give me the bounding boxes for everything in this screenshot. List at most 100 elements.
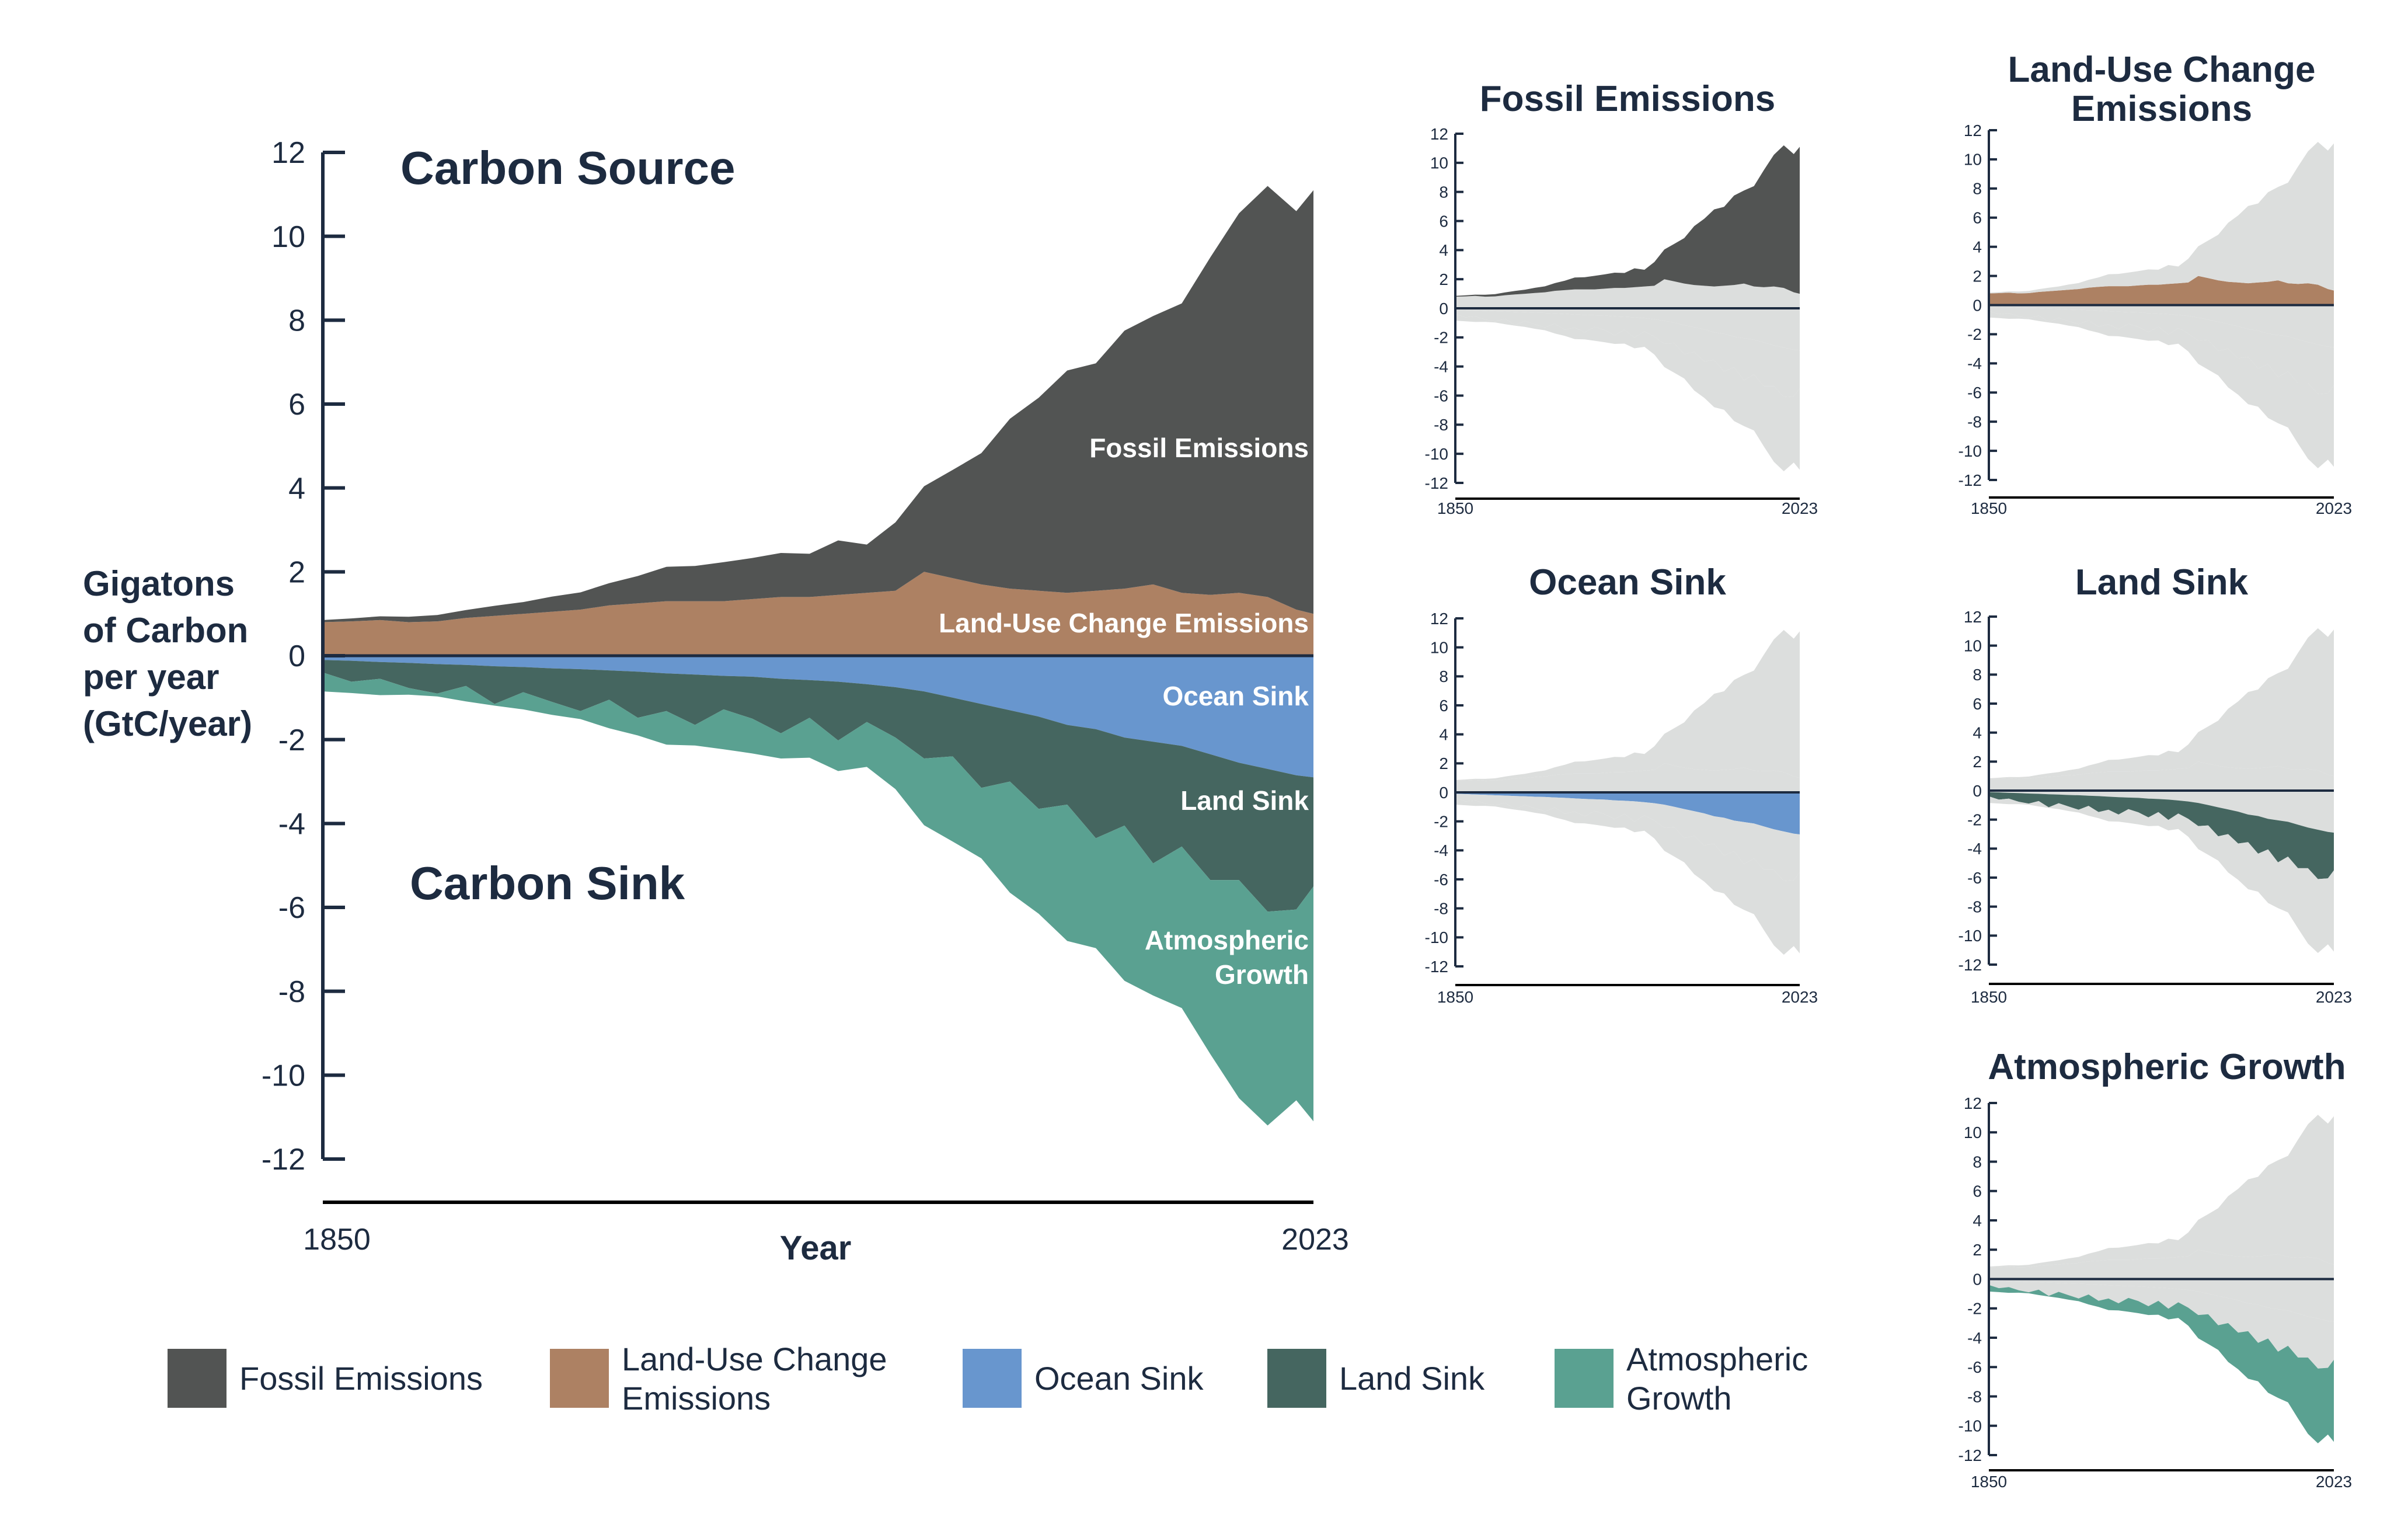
area-fossil	[1989, 1115, 2334, 1268]
y-tick-label: -2	[1967, 325, 1982, 343]
area-fossil	[1989, 142, 2334, 294]
y-axis-label-line-4: (GtC/year)	[83, 704, 252, 743]
small-chart-title: Land Sink	[2075, 562, 2249, 603]
area-atmos	[1455, 314, 1800, 472]
y-axis-label-line-3: per year	[83, 657, 219, 697]
y-tick-label: -12	[1959, 471, 1982, 489]
area-land	[1989, 307, 2334, 394]
legend-label: Land Sink	[1339, 1360, 1485, 1397]
y-tick-label: 2	[1973, 267, 1982, 285]
small-x-tick-label: 2023	[2316, 1473, 2352, 1491]
small-chart-title: Atmospheric Growth	[1988, 1047, 2346, 1087]
main-chart-areas: 12 10 8 6 4 2 0 -2 -4 -6 -8 -10 -12	[262, 136, 1313, 1204]
y-axis-label-line-1: Gigatons	[83, 564, 235, 603]
area-land	[1455, 309, 1800, 397]
y-tick-label: 10	[1964, 1123, 1982, 1142]
area-fossil	[1989, 628, 2334, 780]
y-tick-label: 8	[1973, 1153, 1982, 1171]
y-tick-label: -8	[278, 975, 305, 1009]
area-atmos	[1989, 796, 2334, 954]
y-tick-label: -12	[262, 1143, 305, 1177]
y-tick-label: 6	[1439, 212, 1448, 230]
small-chart-atmos: 12 10 8 6 4 2 0 -2 -4 -6 -8 -10 -12 Atmospheric Growt…	[1959, 1047, 2353, 1491]
area-luc	[1989, 276, 2334, 305]
area-fossil	[323, 186, 1313, 622]
area-luc	[1989, 761, 2334, 791]
area-ocean	[323, 656, 1313, 778]
legend-swatch	[963, 1349, 1022, 1408]
y-tick-label: -6	[1967, 1358, 1982, 1376]
y-tick-label: -8	[1967, 1387, 1982, 1405]
area-luc	[1455, 279, 1800, 308]
legend: Fossil Emissions Land-Use ChangeEmissions…	[168, 1341, 1808, 1417]
y-tick-label: -6	[278, 891, 305, 925]
y-tick-label: 12	[1430, 125, 1448, 143]
y-tick-label: 8	[1439, 183, 1448, 201]
y-tick-label: -12	[1959, 1446, 1982, 1464]
area-land	[1989, 1281, 2334, 1369]
area-atmos	[1989, 1285, 2334, 1443]
y-tick-label: 4	[1973, 238, 1982, 256]
y-tick-label: -10	[262, 1059, 305, 1093]
y-tick-label: -12	[1959, 956, 1982, 974]
small-x-tick-label: 1850	[1971, 988, 2007, 1006]
y-tick-label: -8	[1434, 416, 1448, 434]
y-tick-label: -10	[1959, 1417, 1982, 1435]
y-tick-label: 12	[1430, 610, 1448, 628]
small-x-tick-label: 1850	[1437, 988, 1473, 1006]
y-tick-label: -2	[278, 723, 305, 757]
y-tick-label: 6	[1973, 695, 1982, 713]
area-fossil	[1455, 629, 1800, 781]
y-tick-label: 4	[1439, 725, 1448, 743]
legend-label: Land-Use Change	[622, 1341, 887, 1377]
y-tick-label: 0	[1439, 300, 1448, 318]
y-tick-label: 12	[1964, 608, 1982, 626]
y-tick-label: 8	[1973, 180, 1982, 198]
x-axis-label: Year	[780, 1229, 852, 1267]
y-tick-label: -10	[1425, 445, 1448, 463]
area-land	[1455, 794, 1800, 881]
legend-swatch	[1555, 1349, 1614, 1408]
y-tick-label: 0	[1973, 296, 1982, 314]
legend-label: Fossil Emissions	[239, 1360, 483, 1397]
y-tick-label: -4	[278, 808, 305, 841]
y-tick-label: -8	[1967, 413, 1982, 431]
y-tick-label: 0	[1973, 782, 1982, 800]
small-x-tick-label: 2023	[2316, 499, 2352, 517]
y-tick-label: 8	[1439, 667, 1448, 686]
y-tick-label: -6	[1967, 869, 1982, 887]
small-x-tick-label: 2023	[1782, 499, 1818, 517]
small-chart-title: Fossil Emissions	[1480, 79, 1776, 119]
area-atmos	[323, 672, 1313, 1126]
carbon-source-title: Carbon Source	[400, 142, 735, 194]
y-tick-label: 10	[1964, 151, 1982, 169]
small-chart-land: 12 10 8 6 4 2 0 -2 -4 -6 -8 -10 -12 Land Sink 1850 2023	[1959, 562, 2353, 1006]
y-tick-label: 12	[1964, 121, 1982, 140]
x-tick-label-2023: 2023	[1281, 1223, 1349, 1257]
legend-swatch	[1267, 1349, 1326, 1408]
y-tick-label: -12	[1425, 958, 1448, 976]
y-tick-label: 4	[1439, 241, 1448, 259]
y-tick-label: -12	[1425, 474, 1448, 492]
main-chart: 12 10 8 6 4 2 0 -2 -4 -6 -8 -10 -12 Carbon Source Ca…	[83, 136, 1349, 1267]
label-ocean-sink: Ocean Sink	[1162, 681, 1309, 711]
y-tick-label: -6	[1434, 871, 1448, 889]
legend-swatch	[168, 1349, 226, 1408]
y-tick-label: -4	[1434, 841, 1448, 860]
y-tick-label: 0	[1973, 1270, 1982, 1288]
area-ocean	[1989, 791, 2334, 833]
y-tick-label: -6	[1967, 384, 1982, 402]
area-land	[1989, 792, 2334, 879]
y-tick-label: -8	[1967, 897, 1982, 916]
small-x-tick-label: 2023	[1782, 988, 1818, 1006]
y-tick-label: -2	[1967, 810, 1982, 829]
y-tick-label: 10	[271, 220, 305, 254]
small-chart-title: Land-Use Change	[2008, 50, 2315, 90]
label-fossil-emissions: Fossil Emissions	[1089, 433, 1309, 463]
y-tick-label: -10	[1425, 928, 1448, 947]
y-tick-label: 2	[1973, 1241, 1982, 1259]
y-tick-label: -8	[1434, 899, 1448, 917]
y-tick-label: 6	[1973, 1182, 1982, 1201]
